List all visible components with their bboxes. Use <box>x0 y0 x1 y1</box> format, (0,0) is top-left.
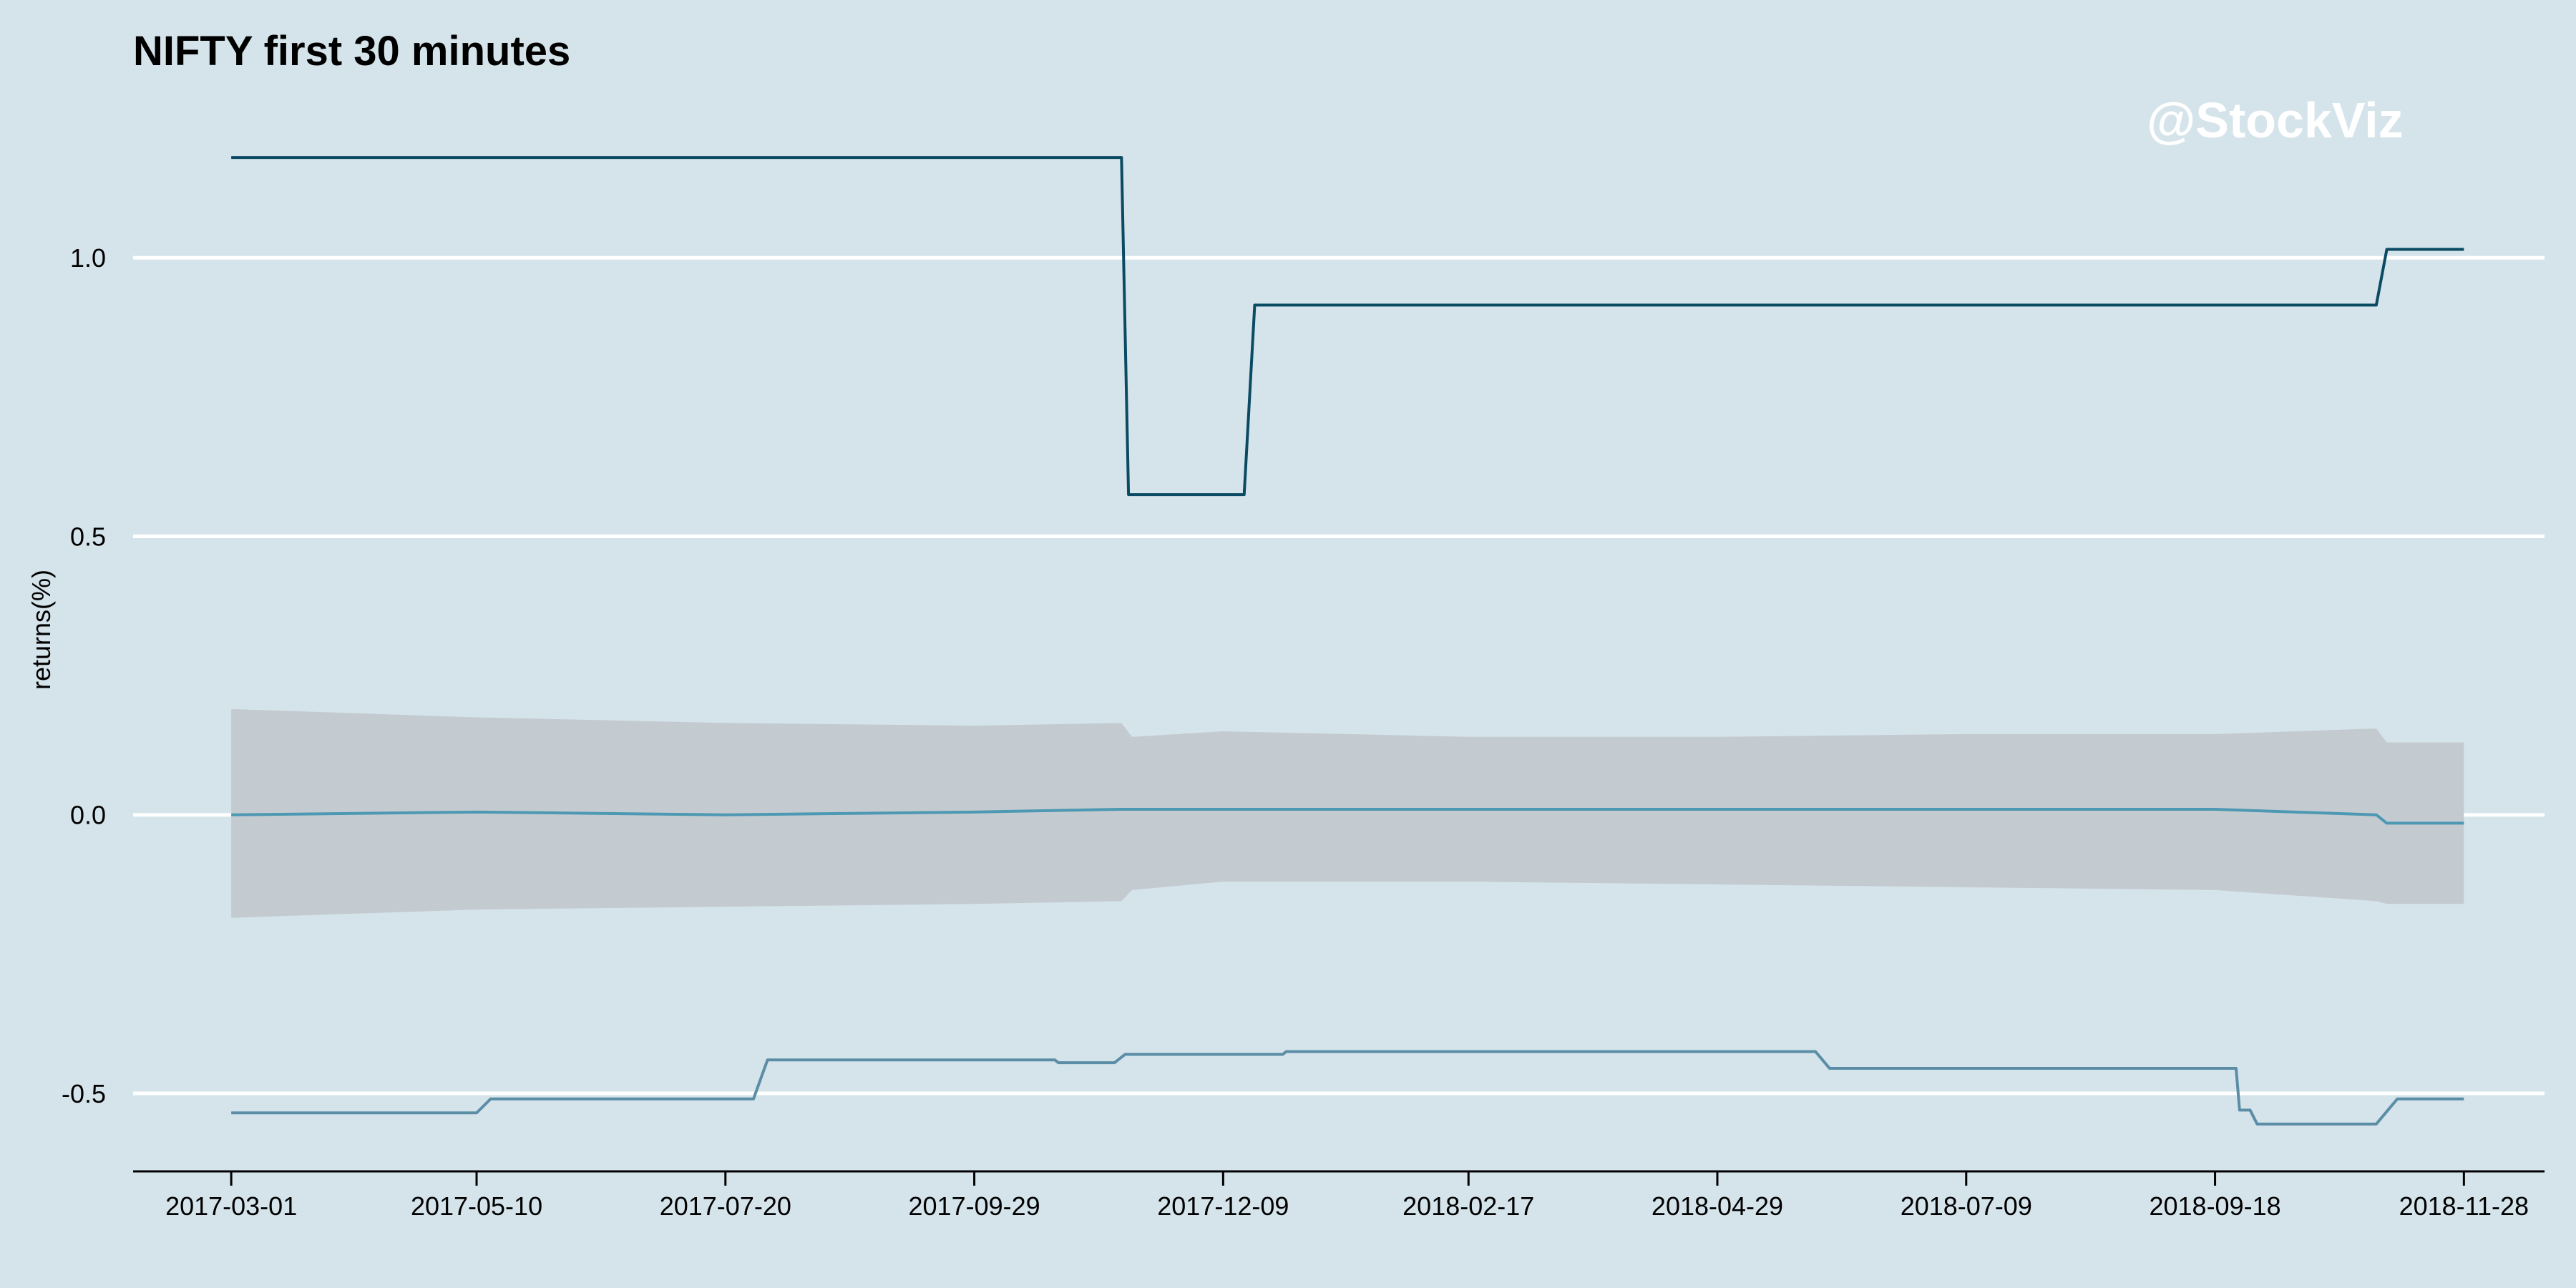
y-tick-label: 0.5 <box>70 522 106 551</box>
max-return-line <box>231 156 2464 497</box>
x-tick-label: 2018-11-28 <box>2399 1191 2529 1221</box>
x-tick-label: 2017-09-29 <box>909 1191 1040 1221</box>
mean-return-line <box>231 807 2464 825</box>
x-tick-label: 2018-04-29 <box>1652 1191 1783 1221</box>
y-tick-label: -0.5 <box>62 1079 106 1108</box>
series-layer <box>231 156 2464 1126</box>
x-tick-label: 2017-07-20 <box>660 1191 791 1221</box>
axes: 2017-03-01 2017-05-10 2017-07-20 2017-09-29… <box>133 1170 2545 1221</box>
grid: -0.5 0.0 0.5 1.0 <box>62 243 2545 1108</box>
band-layer <box>231 708 2464 918</box>
watermark-text: @StockViz <box>2147 92 2404 148</box>
x-tick-label: 2018-09-18 <box>2149 1191 2280 1221</box>
x-tick-label: 2017-12-09 <box>1157 1191 1289 1221</box>
x-tick-label: 2018-07-09 <box>1901 1191 2032 1221</box>
x-tick-label: 2017-05-10 <box>411 1191 542 1221</box>
x-tick-label: 2017-03-01 <box>165 1191 297 1221</box>
y-axis-label: returns(%) <box>26 570 56 690</box>
y-tick-label: 1.0 <box>70 243 106 273</box>
range-band <box>231 708 2464 918</box>
min-return-line <box>231 1050 2464 1126</box>
y-tick-label: 0.0 <box>70 801 106 830</box>
chart-title: NIFTY first 30 minutes <box>133 28 570 74</box>
x-tick-label: 2018-02-17 <box>1402 1191 1534 1221</box>
